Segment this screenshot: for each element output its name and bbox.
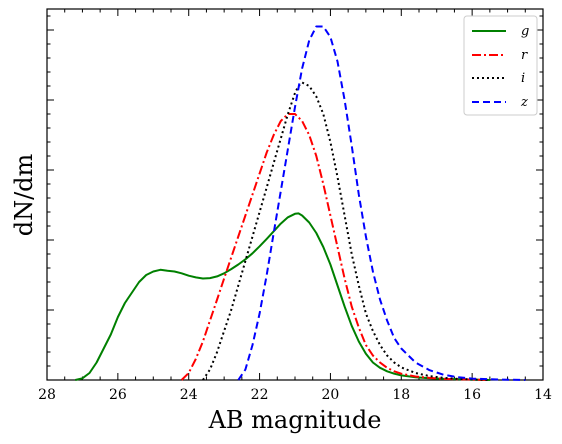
series-line-z: [237, 25, 526, 381]
legend-label-i: i: [521, 71, 525, 86]
x-tick-labels: 28 26 24 22 20 18 16 14: [38, 387, 552, 403]
series-line-i: [202, 81, 490, 381]
x-axis-label: AB magnitude: [208, 406, 382, 434]
minor-ticks: [47, 9, 543, 380]
series-line-r: [180, 113, 490, 381]
x-tick-label: 24: [180, 387, 198, 403]
x-tick-label: 18: [392, 387, 410, 403]
legend: g r i z: [463, 15, 538, 116]
y-axis-label: dN/dm: [10, 153, 38, 236]
x-tick-label: 26: [109, 387, 127, 403]
legend-box: [463, 15, 538, 116]
x-tick-label: 22: [251, 387, 269, 403]
series-line-g: [75, 212, 490, 381]
x-tick-label: 28: [38, 387, 56, 403]
major-ticks: [46, 9, 544, 381]
legend-label-g: g: [521, 24, 529, 39]
legend-label-r: r: [521, 48, 528, 63]
x-tick-label: 16: [463, 387, 481, 403]
x-tick-label: 20: [322, 387, 340, 403]
series-group: [75, 25, 526, 381]
legend-label-z: z: [520, 95, 528, 110]
x-tick-label: 14: [534, 387, 552, 403]
